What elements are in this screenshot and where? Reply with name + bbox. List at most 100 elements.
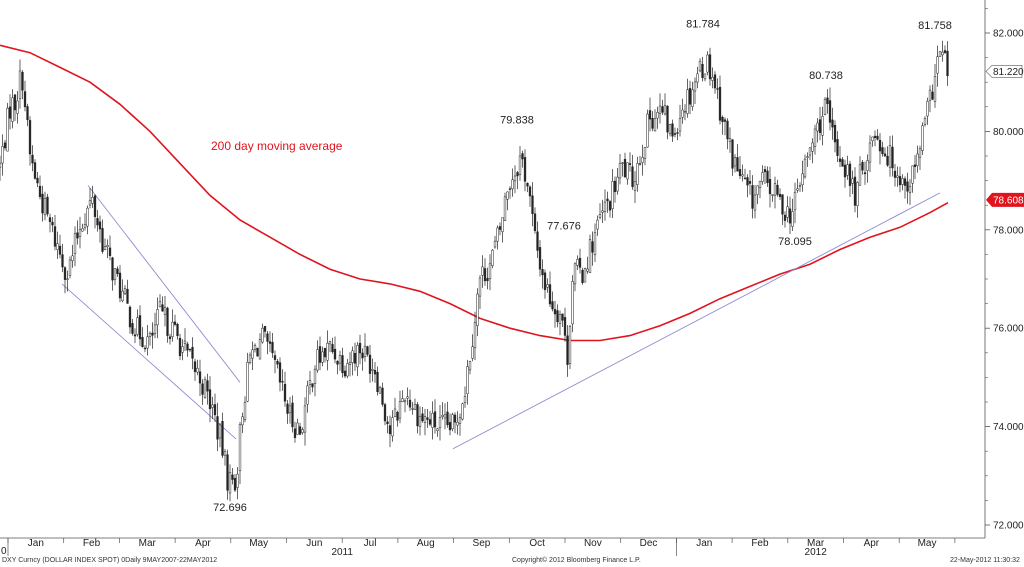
candle-body — [33, 162, 37, 179]
candle-body — [613, 180, 617, 193]
candle — [113, 268, 117, 286]
candle — [701, 57, 704, 82]
candle-body — [158, 301, 162, 308]
candle-body — [506, 191, 509, 200]
candle — [596, 215, 599, 236]
candle-body — [343, 370, 347, 377]
candle — [538, 240, 542, 277]
candle — [411, 402, 414, 415]
candle — [298, 422, 302, 436]
candle-body — [271, 342, 274, 354]
candle — [578, 248, 582, 274]
candle-body — [611, 181, 614, 209]
candle-body — [348, 361, 352, 365]
candle — [303, 397, 307, 446]
candle — [138, 305, 142, 346]
candle — [301, 427, 304, 435]
candle — [373, 362, 377, 383]
candle — [826, 89, 829, 114]
candle-body — [93, 195, 97, 217]
candle — [231, 468, 234, 485]
candle-body — [811, 142, 814, 152]
candle-body — [863, 172, 867, 175]
candle-body — [803, 158, 807, 178]
candle — [818, 107, 822, 141]
candle — [583, 267, 587, 283]
candle — [876, 129, 879, 141]
candle — [93, 194, 97, 229]
candle-body — [291, 402, 294, 428]
candle-body — [581, 269, 584, 283]
candle-body — [488, 263, 492, 280]
candle — [473, 311, 477, 361]
candle — [786, 196, 789, 223]
candle-body — [796, 188, 799, 191]
candle — [18, 59, 22, 109]
candle-body — [353, 353, 357, 364]
candle — [43, 191, 47, 221]
candle — [893, 164, 897, 187]
candle-body — [513, 175, 517, 182]
trendline-uptrend — [452, 192, 941, 450]
candle-body — [208, 389, 212, 410]
candle-body — [716, 88, 719, 90]
candle-body — [266, 333, 269, 342]
candle-body — [371, 369, 374, 371]
candle-body — [201, 383, 204, 395]
copyright-notice: Copyright© 2012 Bloomberg Finance L.P. — [512, 557, 641, 564]
candle-body — [851, 178, 854, 184]
candle — [361, 348, 364, 371]
candle-body — [48, 217, 52, 222]
candle — [376, 366, 379, 396]
candle — [738, 156, 742, 179]
candle-body — [828, 100, 832, 123]
candle-body — [728, 138, 732, 143]
moving-average-line — [0, 44, 949, 342]
x-month-label: Aug — [417, 538, 435, 549]
candle-body — [643, 147, 647, 159]
candle — [418, 406, 422, 436]
candle-body — [873, 135, 877, 138]
candle-body — [108, 247, 112, 256]
candle — [101, 219, 104, 254]
candle-body — [676, 132, 679, 134]
candle-body — [273, 355, 277, 360]
candle — [666, 105, 669, 140]
last-price-tag — [985, 65, 1023, 78]
candle-body — [516, 172, 519, 177]
candle-body — [673, 133, 677, 135]
candle-body — [221, 421, 224, 456]
candle-body — [51, 221, 54, 226]
candle-body — [708, 54, 712, 80]
candle — [56, 231, 59, 259]
candle-body — [573, 263, 577, 285]
candle — [218, 422, 222, 448]
candle-body — [151, 332, 154, 336]
candle-body — [913, 164, 917, 167]
candle — [133, 328, 137, 343]
candle — [516, 171, 519, 190]
candle-body — [608, 201, 612, 211]
candle — [331, 337, 334, 354]
candle — [143, 345, 147, 353]
candle — [158, 294, 162, 308]
candle — [388, 415, 392, 448]
candle-body — [421, 413, 424, 422]
candle — [283, 371, 287, 407]
candle-body — [836, 139, 839, 156]
candle — [616, 168, 619, 195]
candle — [501, 217, 504, 243]
candle — [653, 109, 657, 132]
x-month-label: Jan — [28, 538, 44, 549]
x-month-label: Mar — [807, 538, 825, 549]
candle-body — [16, 100, 19, 114]
candle — [208, 376, 212, 423]
candle-body — [13, 94, 17, 111]
candle-body — [243, 402, 247, 421]
candle-body — [481, 266, 484, 276]
candle-body — [856, 182, 859, 207]
candle-body — [726, 120, 729, 140]
candle — [203, 376, 207, 399]
candle — [23, 80, 27, 112]
candle-body — [723, 119, 727, 122]
